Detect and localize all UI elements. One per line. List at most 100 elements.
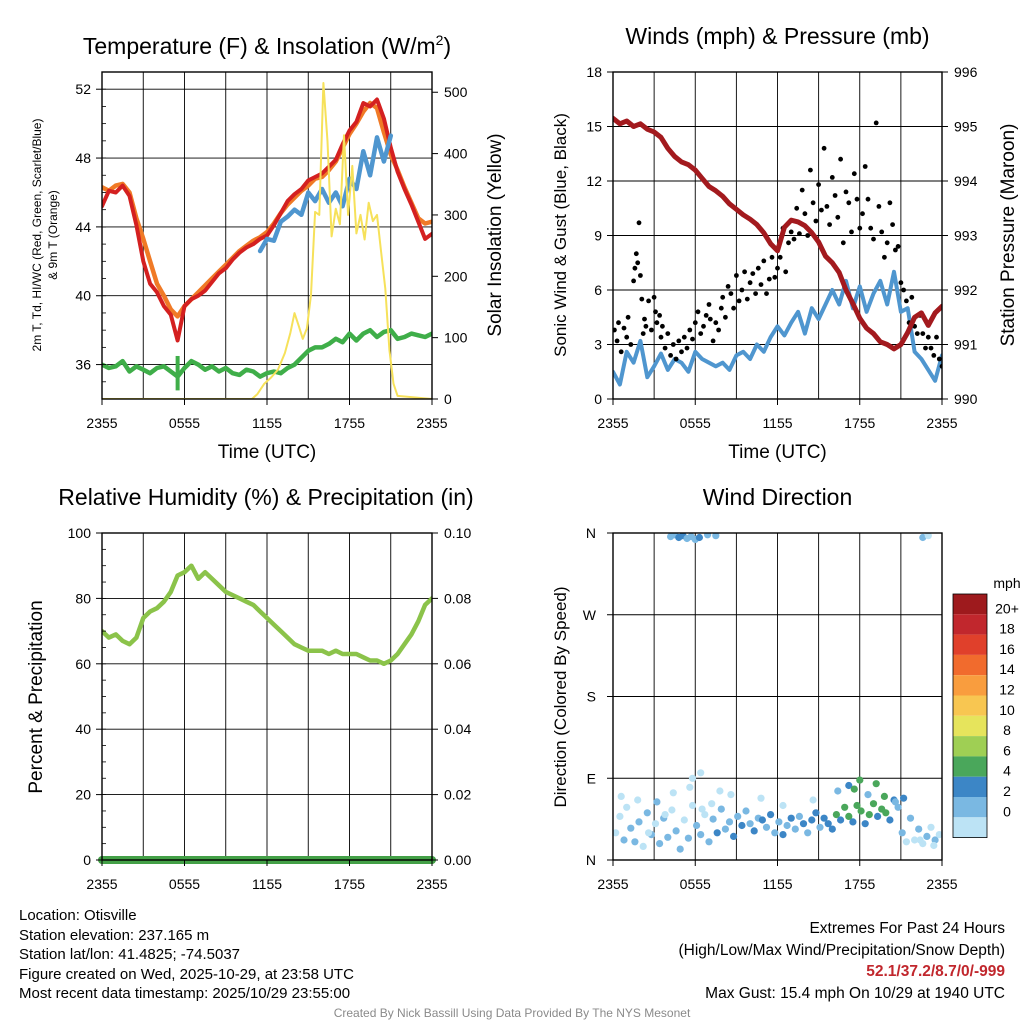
station-location: Location: Otisville xyxy=(19,907,137,924)
direction-point xyxy=(672,827,680,835)
direction-point xyxy=(623,803,631,811)
y-tick-label: 18 xyxy=(586,64,602,80)
gust-point xyxy=(840,240,846,246)
x-axis-label: Time (UTC) xyxy=(218,442,317,463)
gust-point xyxy=(854,196,860,202)
direction-point xyxy=(886,816,894,824)
direction-point xyxy=(783,821,791,830)
gust-point xyxy=(857,225,863,231)
gust-point xyxy=(742,269,747,275)
y-right-tick-label: 990 xyxy=(954,391,978,407)
direction-point xyxy=(721,825,730,833)
direction-point xyxy=(631,838,639,846)
gust-point xyxy=(658,334,664,340)
gust-point xyxy=(710,338,716,344)
legend-swatch xyxy=(953,756,987,777)
y-tick-label: 12 xyxy=(586,173,602,189)
direction-point xyxy=(705,838,713,846)
legend-swatch xyxy=(953,634,987,655)
gust-point xyxy=(851,171,857,177)
gust-point xyxy=(819,207,824,213)
gust-point xyxy=(747,280,753,286)
y-right-tick-label: 0.00 xyxy=(444,852,471,868)
direction-point xyxy=(923,832,931,841)
gust-point xyxy=(665,331,671,336)
gust-point xyxy=(728,291,734,296)
gust-point xyxy=(783,269,789,275)
y-right-tick-label: 0 xyxy=(444,391,452,407)
y-tick-label: N xyxy=(586,852,596,868)
extremes-box: Extremes For Past 24 Hours (High/Low/Max… xyxy=(679,918,1006,1004)
direction-point xyxy=(639,842,647,851)
direction-point xyxy=(704,533,712,539)
direction-point xyxy=(779,801,787,810)
direction-point xyxy=(695,533,704,542)
gust-point xyxy=(731,305,736,311)
legend-label: 8 xyxy=(1003,722,1011,738)
max-gust: Max Gust: 15.4 mph On 10/29 at 1940 UTC xyxy=(705,984,1005,1002)
direction-point xyxy=(697,769,705,777)
most-recent-timestamp: Most recent data timestamp: 2025/10/29 2… xyxy=(19,985,351,1002)
legend-swatch xyxy=(953,675,987,696)
gust-point xyxy=(821,145,827,151)
y-tick-label: 3 xyxy=(594,337,602,353)
legend-title: mph xyxy=(993,575,1020,591)
gust-point xyxy=(898,280,904,286)
x-tick-label: 2355 xyxy=(416,415,447,431)
gust-point xyxy=(843,189,849,195)
y-tick-label: 0 xyxy=(83,852,91,868)
gust-point xyxy=(706,302,712,307)
y-right-tick-label: 0.10 xyxy=(444,525,471,541)
gust-point xyxy=(810,200,816,206)
gust-point xyxy=(802,211,808,217)
direction-point xyxy=(869,800,878,808)
x-tick-label: 1755 xyxy=(334,415,365,431)
x-tick-label: 1755 xyxy=(844,415,875,431)
direction-point xyxy=(850,785,858,793)
x-tick-label: 0555 xyxy=(680,876,711,892)
direction-point xyxy=(812,809,820,817)
gust-point xyxy=(613,327,617,333)
y-right-tick-label: 0.06 xyxy=(444,656,471,672)
x-tick-label: 2355 xyxy=(926,876,957,892)
direction-point xyxy=(864,791,872,799)
direction-point xyxy=(668,806,676,814)
direction-point xyxy=(709,815,717,823)
gust-point xyxy=(707,316,713,322)
legend-label: 14 xyxy=(999,661,1015,677)
gust-point xyxy=(777,254,783,260)
gust-point xyxy=(786,240,791,246)
gust-point xyxy=(646,298,651,304)
y-tick-label: 15 xyxy=(586,119,602,135)
legend-frame xyxy=(952,593,988,839)
gust-point xyxy=(684,345,690,351)
gust-point xyxy=(772,274,778,280)
direction-point xyxy=(713,829,721,837)
gust-point xyxy=(638,273,643,278)
gust-point xyxy=(753,291,758,296)
direction-point xyxy=(849,818,857,826)
gust-point xyxy=(816,182,821,188)
chart-title: Relative Humidity (%) & Precipitation (i… xyxy=(58,484,473,510)
gust-point xyxy=(865,196,871,202)
gust-point xyxy=(631,278,636,284)
gust-point xyxy=(879,229,885,235)
gust-point xyxy=(695,309,701,315)
gust-point xyxy=(633,251,639,257)
direction-point xyxy=(738,821,746,830)
direction-point xyxy=(656,840,664,848)
series-insolation-line xyxy=(102,82,432,399)
gust-point xyxy=(931,353,937,358)
gust-point xyxy=(734,273,739,278)
gust-point xyxy=(769,254,775,260)
y-right-tick-label: 993 xyxy=(954,228,978,244)
direction-point xyxy=(688,774,697,782)
speed-legend: mph 20+ 18 16 14 12 10 8 6 4 2 0 xyxy=(952,575,1021,839)
y-right-tick-label: 500 xyxy=(444,84,468,100)
gust-point xyxy=(713,320,719,326)
direction-point xyxy=(924,533,932,540)
gust-point xyxy=(764,291,769,296)
y-right-tick-label: 200 xyxy=(444,268,468,284)
direction-point xyxy=(911,836,919,844)
